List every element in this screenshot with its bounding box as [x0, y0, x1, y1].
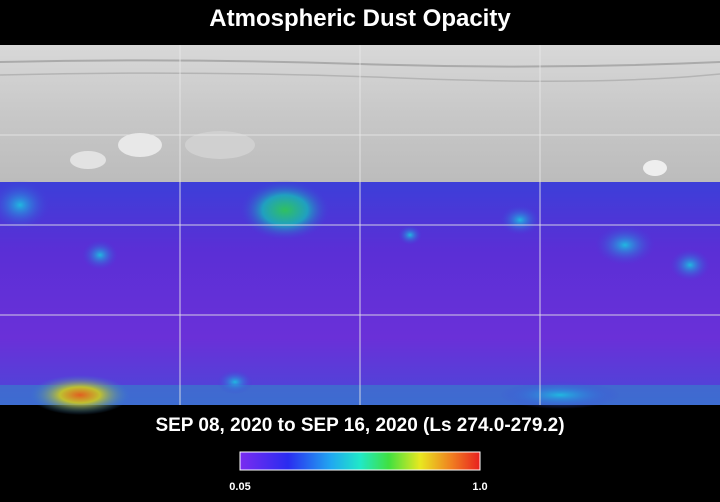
title: Atmospheric Dust Opacity	[209, 5, 511, 32]
date-range: SEP 08, 2020 to SEP 16, 2020 (Ls 274.0-2…	[155, 415, 564, 436]
colorbar-min-label: 0.05	[229, 481, 250, 493]
colorbar-max-label: 1.0	[472, 481, 487, 493]
colorbar-scale	[239, 451, 481, 471]
colorbar: 0.05 1.0	[229, 451, 488, 493]
grid	[0, 45, 720, 405]
map	[0, 45, 720, 415]
